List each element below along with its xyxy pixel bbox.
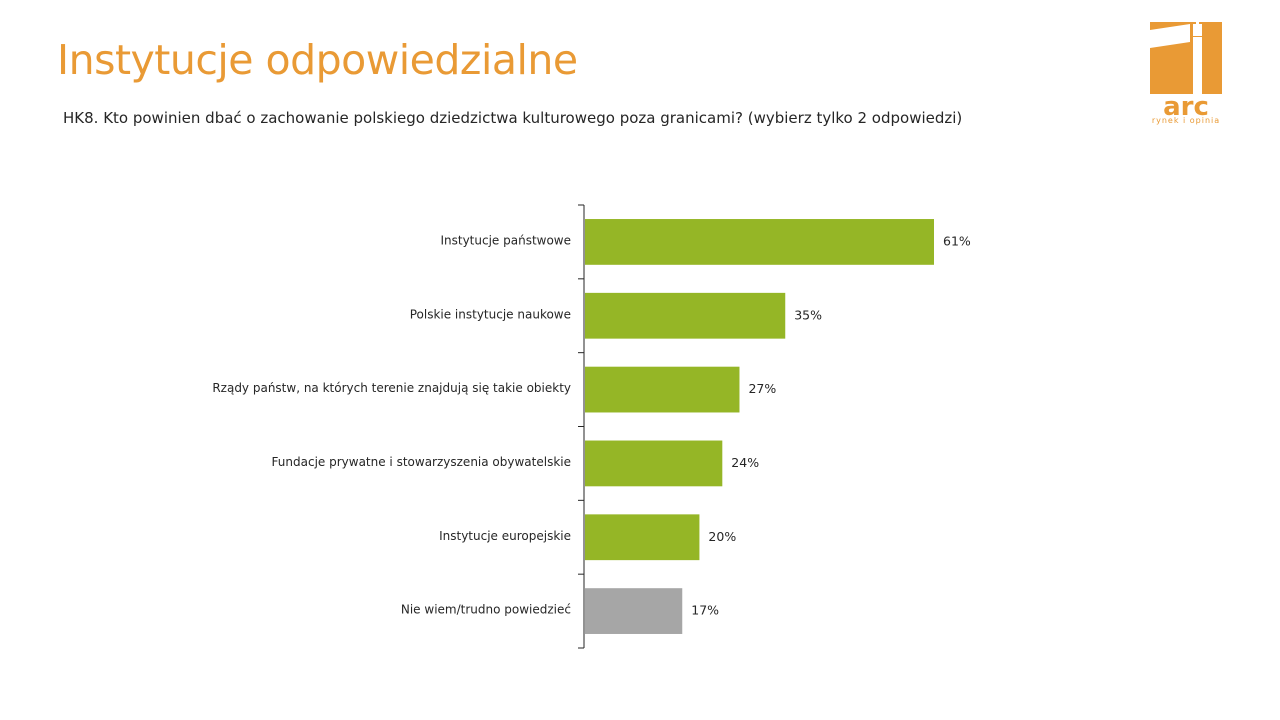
question-text: HK8. Kto powinien dbać o zachowanie pols… bbox=[63, 109, 963, 127]
category-label: Instytucje europejskie bbox=[439, 529, 571, 543]
value-label: 35% bbox=[794, 307, 822, 322]
page-title: Instytucje odpowiedzialne bbox=[57, 36, 578, 84]
category-labels: Instytucje państwowe Polskie instytucje n… bbox=[212, 233, 571, 616]
chart-bars bbox=[585, 219, 934, 634]
value-label: 24% bbox=[731, 455, 759, 470]
value-label: 61% bbox=[943, 233, 971, 248]
bar bbox=[585, 588, 683, 634]
logo-text: arc bbox=[1163, 92, 1209, 122]
value-labels: 61% 35% 27% 24% 20% 17% bbox=[691, 233, 971, 617]
value-label: 27% bbox=[748, 381, 776, 396]
bar bbox=[585, 514, 700, 561]
category-label: Rządy państw, na których terenie znajduj… bbox=[212, 381, 571, 395]
bar bbox=[585, 219, 934, 265]
category-label: Instytucje państwowe bbox=[440, 233, 571, 247]
bar bbox=[585, 440, 723, 487]
value-label: 20% bbox=[708, 529, 736, 544]
arc-logo: arc bbox=[1150, 22, 1222, 122]
value-label: 17% bbox=[691, 603, 719, 618]
category-label: Polskie instytucje naukowe bbox=[410, 307, 571, 321]
axis-ticks bbox=[578, 204, 584, 649]
category-label: Fundacje prywatne i stowarzyszenia obywa… bbox=[272, 455, 571, 469]
category-label: Nie wiem/trudno powiedzieć bbox=[401, 603, 571, 617]
logo-tagline: rynek i opinia bbox=[1151, 116, 1221, 125]
bar bbox=[585, 292, 786, 339]
bar bbox=[585, 366, 740, 413]
